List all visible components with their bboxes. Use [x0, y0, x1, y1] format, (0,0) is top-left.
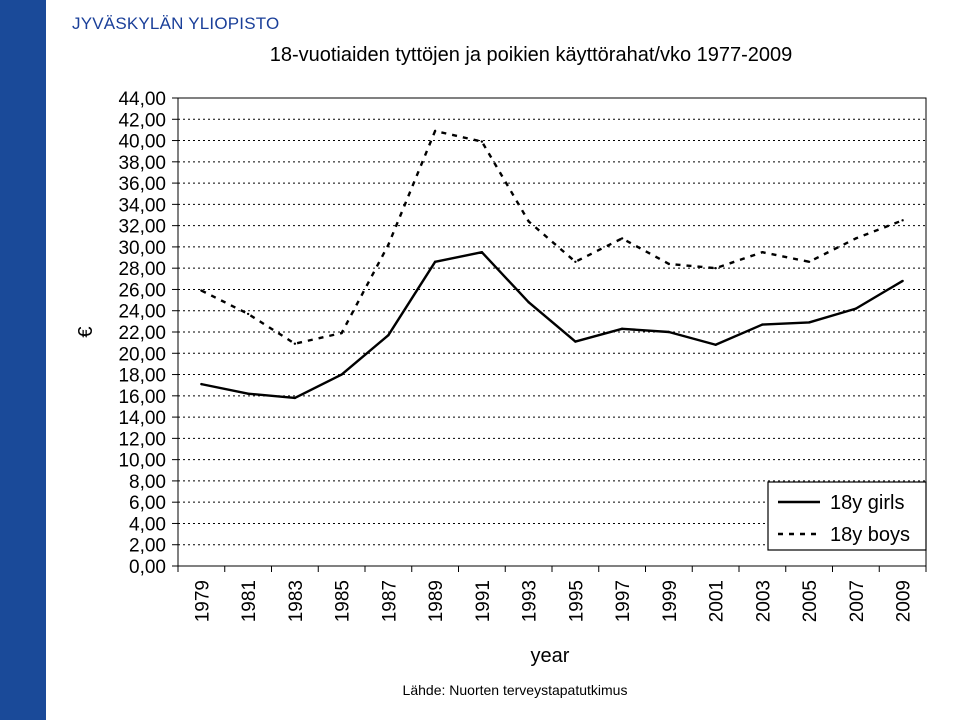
y-tick-label: 0,00 [129, 557, 166, 578]
data-point [807, 260, 811, 263]
x-tick-label: 1993 [520, 580, 541, 622]
data-point [200, 289, 203, 292]
data-point [293, 396, 297, 400]
x-tick-label: 2005 [800, 580, 821, 622]
y-axis-title: € [75, 326, 97, 337]
y-tick-label: 24,00 [118, 302, 166, 323]
series-line-girls [201, 251, 904, 400]
x-tick-label: 1989 [426, 580, 447, 622]
y-tick-label: 4,00 [129, 514, 166, 535]
y-tick-label: 6,00 [129, 493, 166, 514]
data-point [293, 342, 297, 345]
axis-layer: 0,002,004,006,008,0010,0012,0014,0016,00… [75, 89, 927, 667]
y-tick-label: 12,00 [118, 429, 166, 450]
x-tick-label: 1979 [192, 580, 213, 622]
data-point [620, 237, 624, 240]
y-tick-label: 30,00 [118, 238, 166, 259]
data-point [387, 333, 390, 337]
x-tick-label: 1983 [286, 580, 307, 622]
data-point [667, 262, 671, 266]
y-tick-label: 2,00 [129, 536, 166, 557]
x-tick-label: 1997 [613, 580, 634, 622]
y-tick-label: 8,00 [129, 472, 166, 493]
data-point [574, 340, 577, 343]
data-point [761, 251, 764, 254]
x-tick-label: 2003 [753, 580, 774, 622]
data-point [761, 323, 764, 326]
x-tick-label: 1991 [473, 580, 494, 622]
data-point [433, 260, 437, 263]
data-point [246, 312, 250, 316]
y-tick-label: 14,00 [118, 408, 166, 429]
legend-box [767, 481, 927, 551]
y-tick-label: 32,00 [118, 217, 166, 238]
data-point [854, 307, 858, 310]
data-point [714, 266, 717, 270]
x-tick-label: 2009 [894, 580, 915, 622]
y-tick-label: 16,00 [118, 387, 166, 408]
data-point [901, 219, 904, 222]
y-tick-label: 42,00 [118, 110, 166, 131]
x-tick-label: 2007 [847, 580, 868, 622]
x-axis-title: year [531, 645, 570, 667]
university-name: JYVÄSKYLÄN YLIOPISTO [72, 14, 280, 33]
x-tick-label: 2001 [707, 580, 728, 622]
data-point [527, 301, 530, 304]
data-point [527, 220, 530, 223]
y-tick-label: 20,00 [118, 344, 166, 365]
x-tick-label: 1985 [333, 580, 354, 622]
data-point [480, 251, 484, 254]
data-point [807, 321, 811, 324]
data-point [433, 129, 437, 133]
data-point [200, 382, 203, 386]
data-point [574, 260, 577, 263]
data-point [901, 279, 904, 283]
x-tick-label: 1987 [379, 580, 400, 622]
y-tick-label: 36,00 [118, 174, 166, 195]
y-tick-label: 10,00 [118, 451, 166, 472]
series-line-boys [200, 129, 904, 345]
y-tick-label: 22,00 [118, 323, 166, 344]
source-note: Lähde: Nuorten terveystapatutkimus [402, 682, 628, 698]
y-tick-label: 40,00 [118, 132, 166, 153]
data-point [340, 331, 343, 335]
data-point [340, 373, 343, 376]
data-point [714, 343, 717, 346]
x-tick-label: 1999 [660, 580, 681, 622]
data-point [387, 243, 390, 246]
y-tick-label: 38,00 [118, 153, 166, 174]
legend-label: 18y boys [830, 524, 910, 546]
x-tick-label: 1995 [566, 580, 587, 622]
chart-title: 18-vuotiaiden tyttöjen ja poikien käyttö… [269, 44, 793, 66]
y-tick-label: 44,00 [118, 89, 166, 110]
data-point [667, 330, 671, 334]
legend: 18y girls 18y boys [767, 481, 927, 551]
x-tick-label: 1981 [239, 580, 260, 622]
y-tick-label: 34,00 [118, 195, 166, 216]
data-point [854, 237, 858, 240]
data-point [620, 327, 624, 331]
legend-label: 18y girls [830, 492, 904, 514]
y-tick-label: 26,00 [118, 280, 166, 301]
y-tick-label: 18,00 [118, 366, 166, 387]
side-band [0, 0, 46, 720]
y-tick-label: 28,00 [118, 259, 166, 280]
data-point [246, 392, 250, 395]
data-point [480, 140, 484, 143]
series-layer [200, 129, 904, 400]
